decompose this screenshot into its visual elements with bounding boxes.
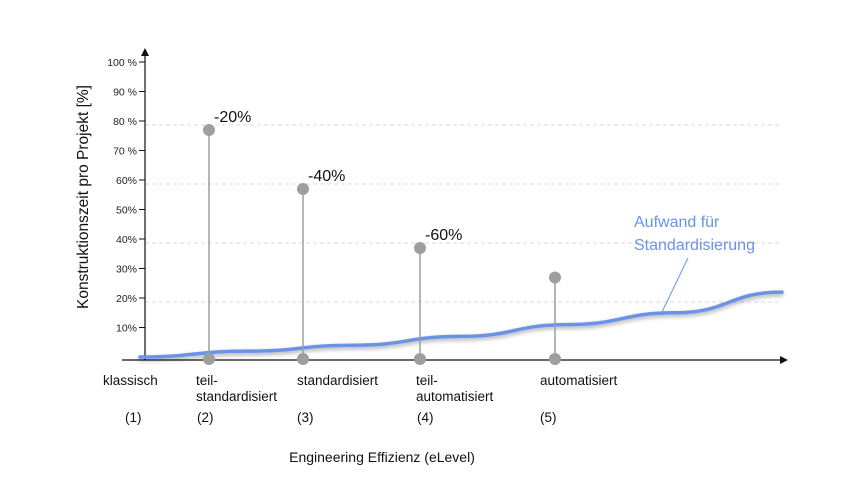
annotation-leader xyxy=(661,257,689,313)
y-tick-label: 100 % xyxy=(107,57,137,69)
y-tick-label: 60% xyxy=(116,175,137,187)
y-tick-label: 10% xyxy=(116,323,137,335)
category-label: standardisiert xyxy=(297,373,378,388)
stem-top-point xyxy=(549,271,561,284)
stem-base-point xyxy=(203,353,215,365)
category-number: (2) xyxy=(197,410,214,425)
y-tick-label: 80 % xyxy=(113,116,137,128)
y-tick-label: 50% xyxy=(116,205,137,217)
stem-base-point xyxy=(297,353,309,365)
effort-curve xyxy=(138,290,784,359)
stem-top-point xyxy=(297,183,309,195)
y-axis-arrow xyxy=(141,48,149,56)
category-label: standardisiert xyxy=(196,389,277,404)
y-tick-label: 40% xyxy=(116,234,137,246)
category-labels: klassisch (1) teil-standardisiert (2) standa… xyxy=(103,373,618,425)
x-axis-arrow xyxy=(780,356,788,364)
y-tick-label: 30% xyxy=(116,264,137,276)
y-axis-label: Konstruktionszeit pro Projekt [%] xyxy=(75,85,92,309)
category-number: (1) xyxy=(125,410,142,425)
category-label: automatisiert xyxy=(540,373,618,388)
axes xyxy=(122,48,788,364)
curve-annotation: Aufwand für xyxy=(634,214,720,231)
grid-lines xyxy=(145,124,782,303)
category-label: automatisiert xyxy=(416,389,494,404)
category-number: (4) xyxy=(417,410,434,425)
y-ticks: 10% 20% 30% 40% 50% 60% 70 % 80 % 90 % 100 % xyxy=(107,57,145,335)
category-number: (3) xyxy=(297,410,314,425)
y-tick-label: 20% xyxy=(116,293,137,305)
category-label: klassisch xyxy=(103,373,158,388)
stem-top-point xyxy=(414,242,426,254)
curve-annotation: Standardisierung xyxy=(634,237,755,254)
level-label: -60% xyxy=(425,227,462,244)
category-label: teil- xyxy=(196,373,218,388)
stem-base-point xyxy=(414,353,426,365)
level-label: -40% xyxy=(308,168,345,185)
x-axis-label: Engineering Effizienz (eLevel) xyxy=(289,449,475,465)
stem-top-point xyxy=(203,124,215,136)
category-label: teil- xyxy=(416,373,438,388)
effort-curve-group: Aufwand für Standardisierung xyxy=(138,214,784,359)
y-tick-label: 70 % xyxy=(113,146,137,158)
stem-base-point xyxy=(549,353,561,365)
level-label: -20% xyxy=(214,109,251,126)
category-number: (5) xyxy=(540,410,557,425)
stems: -20% -40% -60% xyxy=(203,109,561,365)
y-tick-label: 90 % xyxy=(113,87,137,99)
